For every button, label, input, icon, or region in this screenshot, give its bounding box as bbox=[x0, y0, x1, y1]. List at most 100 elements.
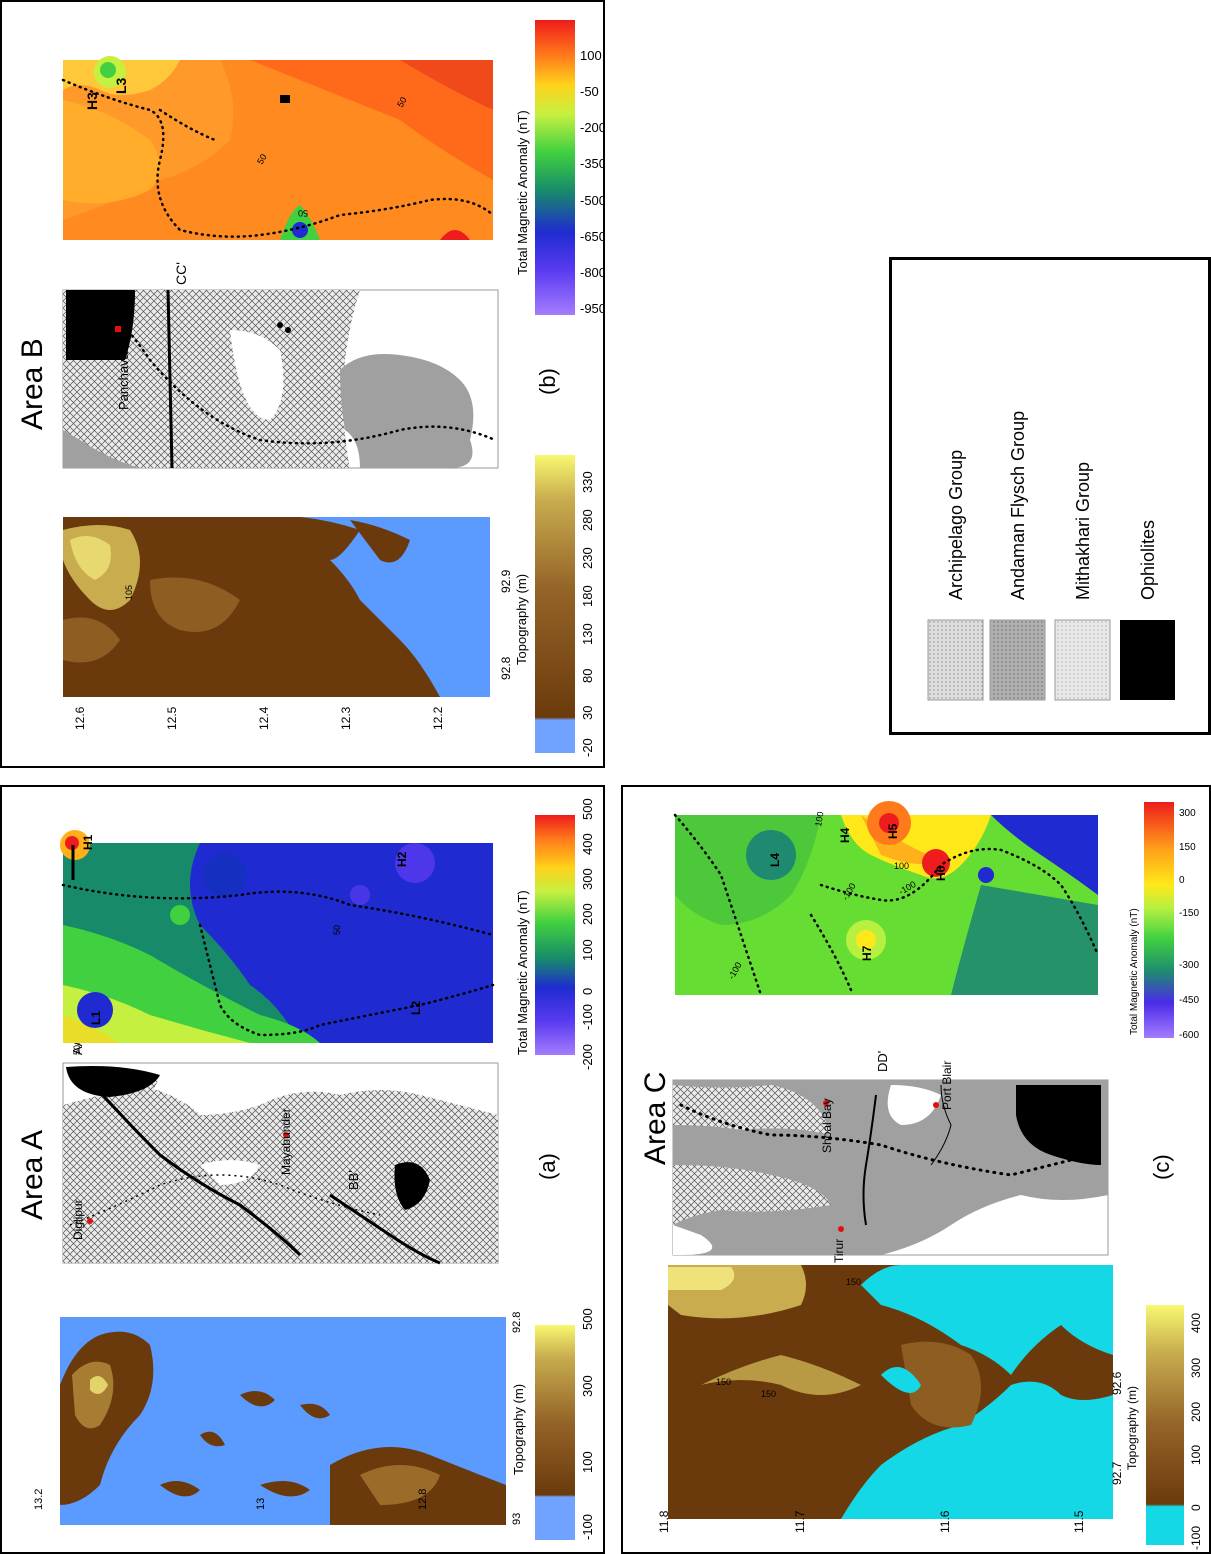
contour-label: 150 bbox=[846, 1277, 861, 1287]
area-c-lat-tick: 11.8 bbox=[657, 1510, 671, 1533]
geology-legend: Archipelago Group Andaman Flysch Group M… bbox=[889, 257, 1211, 735]
legend-swatch-mithakhari bbox=[1054, 619, 1111, 701]
area-b-mag-legend-ticks: -950 -800 -650 -500 -350 -200 -50 100 bbox=[580, 48, 605, 316]
area-b-title: Area B bbox=[16, 338, 49, 430]
area-a-mag-legend-title: Total Magnetic Anomaly (nT) bbox=[515, 890, 530, 1055]
area-b-anomaly-labels: H3 L3 bbox=[84, 77, 129, 110]
area-b-panel-label: (b) bbox=[535, 368, 560, 395]
contour-label: 50 bbox=[332, 925, 342, 935]
area-a-lat-tick: 12.8 bbox=[417, 1489, 429, 1510]
area-c-topography-map bbox=[668, 1265, 1113, 1519]
area-c-geology-map bbox=[672, 1079, 1109, 1256]
geology-legend-svg: Archipelago Group Andaman Flysch Group M… bbox=[927, 411, 1175, 701]
contour-label: 100 bbox=[894, 861, 909, 871]
anomaly-h5: H5 bbox=[886, 823, 900, 839]
place-tirur: Tirur bbox=[832, 1239, 846, 1263]
area-a-lat-tick: 13.2 bbox=[33, 1489, 45, 1510]
area-b-figure: Area B 105 12.6 12.5 12.4 12.3 12.2 92.8… bbox=[0, 0, 605, 768]
area-a-figure: Area A 13.2 13 12.8 92.8 93 Topography (… bbox=[0, 785, 605, 1554]
mag-tick: -100 bbox=[580, 1004, 595, 1030]
mag-tick: -50 bbox=[580, 84, 599, 99]
mag-tick: 0 bbox=[580, 988, 595, 995]
legend-swatch-ophiolites bbox=[1120, 620, 1175, 700]
area-a-lon-tick: 92.8 bbox=[511, 1312, 523, 1333]
area-a-topo-legend-ticks: -100 100 300 500 bbox=[580, 1308, 595, 1540]
area-a-lat-ticks: 13.2 13 12.8 bbox=[33, 1489, 429, 1510]
place-mayabunder: Mayabunder bbox=[279, 1108, 293, 1175]
area-b-topo-legend-title: Topography (m) bbox=[514, 574, 529, 665]
anomaly-h4: H4 bbox=[838, 827, 852, 843]
mag-tick: 200 bbox=[580, 903, 595, 925]
topo-tick: 180 bbox=[580, 585, 595, 607]
area-b-topo-contour-label: 105 bbox=[124, 585, 134, 600]
area-a-topo-legend-title: Topography (m) bbox=[511, 1384, 526, 1475]
mag-tick: -200 bbox=[580, 1044, 595, 1070]
area-c-panel-label: (c) bbox=[1149, 1154, 1174, 1180]
mag-tick: 300 bbox=[580, 868, 595, 890]
legend-swatch-flysch bbox=[989, 619, 1046, 701]
mag-tick: 300 bbox=[1179, 808, 1196, 819]
area-a-mag-colorbar bbox=[535, 815, 575, 1055]
area-b-contour-labels: 50 50 50 bbox=[255, 95, 409, 218]
legend-label-mithakhari: Mithakhari Group bbox=[1073, 462, 1093, 600]
mag-tick: -500 bbox=[580, 193, 605, 208]
contour-label: 50 bbox=[298, 208, 308, 218]
area-a-contour-labels: 50 50 bbox=[72, 925, 342, 1055]
area-b-topo-legend-ticks: -20 30 80 130 180 230 280 330 bbox=[580, 471, 595, 757]
topo-tick: 0 bbox=[1189, 1504, 1203, 1511]
topo-tick: 100 bbox=[1189, 1445, 1203, 1465]
area-c-mag-legend-title: Total Magnetic Anomaly (nT) bbox=[1129, 908, 1140, 1035]
area-c-title: Area C bbox=[639, 1072, 672, 1165]
area-c-anomaly-labels: L4 H4 H5 H6 H7 bbox=[768, 823, 948, 961]
mag-tick: 400 bbox=[580, 833, 595, 855]
topo-tick: 30 bbox=[580, 706, 595, 720]
area-c-lat-ticks: 11.8 11.7 11.6 11.5 bbox=[657, 1510, 1086, 1533]
topo-tick: 130 bbox=[580, 623, 595, 645]
legend-swatch-archipelago bbox=[927, 619, 984, 701]
profile-cc: CC' bbox=[173, 262, 189, 285]
anomaly-h1: H1 bbox=[81, 834, 95, 850]
profile-dd: DD' bbox=[875, 1051, 890, 1072]
area-b-lon-tick: 92.8 bbox=[499, 656, 513, 680]
topo-tick: 230 bbox=[580, 547, 595, 569]
area-a-mag-legend-ticks: -200 -100 0 100 200 300 400 500 bbox=[580, 798, 595, 1070]
mag-tick: 100 bbox=[580, 939, 595, 961]
topo-tick: 330 bbox=[580, 471, 595, 493]
area-a-topography-map bbox=[60, 1317, 506, 1525]
place-diglipur: Diglipur bbox=[71, 1199, 85, 1240]
area-c-lon-tick: 92.7 bbox=[1110, 1461, 1124, 1485]
topo-tick: 200 bbox=[1189, 1402, 1203, 1422]
area-b-magnetic-map bbox=[61, 56, 495, 240]
anomaly-h7: H7 bbox=[860, 945, 874, 961]
mag-tick: -650 bbox=[580, 229, 605, 244]
topo-tick: -100 bbox=[1189, 1526, 1203, 1550]
area-b-lat-tick: 12.5 bbox=[165, 706, 179, 730]
area-c-lon-ticks: 92.6 92.7 bbox=[1110, 1371, 1124, 1485]
mag-tick: -600 bbox=[1179, 1030, 1199, 1041]
contour-label: 50 bbox=[255, 152, 269, 166]
area-c-mag-colorbar bbox=[1144, 802, 1174, 1038]
area-b-topography-map bbox=[63, 517, 490, 697]
mag-tick: -150 bbox=[1179, 908, 1199, 919]
mag-tick: -450 bbox=[1179, 995, 1199, 1006]
area-a-lon-tick: 93 bbox=[511, 1513, 523, 1525]
legend-label-ophiolites: Ophiolites bbox=[1138, 520, 1158, 600]
area-c-topo-legend-ticks: -100 0 100 200 300 400 bbox=[1189, 1313, 1203, 1550]
contour-label: 150 bbox=[716, 1377, 731, 1387]
mag-tick: -800 bbox=[580, 265, 605, 280]
topo-tick: 300 bbox=[580, 1375, 595, 1397]
legend-label-archipelago: Archipelago Group bbox=[946, 450, 966, 600]
topo-tick: -20 bbox=[580, 738, 595, 757]
area-b-lat-tick: 12.3 bbox=[339, 706, 353, 730]
area-b-lon-tick: 92.9 bbox=[499, 569, 513, 593]
area-a-title: Area A bbox=[16, 1130, 49, 1220]
topo-tick: -100 bbox=[580, 1514, 595, 1540]
mag-tick: 150 bbox=[1179, 842, 1196, 853]
mag-tick: 100 bbox=[580, 48, 602, 63]
area-b-lon-ticks: 92.8 92.9 bbox=[499, 569, 513, 680]
topo-tick: 100 bbox=[580, 1451, 595, 1473]
area-b-lat-ticks: 12.6 12.5 12.4 12.3 12.2 bbox=[73, 706, 445, 730]
topo-tick: 300 bbox=[1189, 1358, 1203, 1378]
area-c-lat-tick: 11.6 bbox=[938, 1510, 952, 1533]
mag-tick: -200 bbox=[580, 120, 605, 135]
